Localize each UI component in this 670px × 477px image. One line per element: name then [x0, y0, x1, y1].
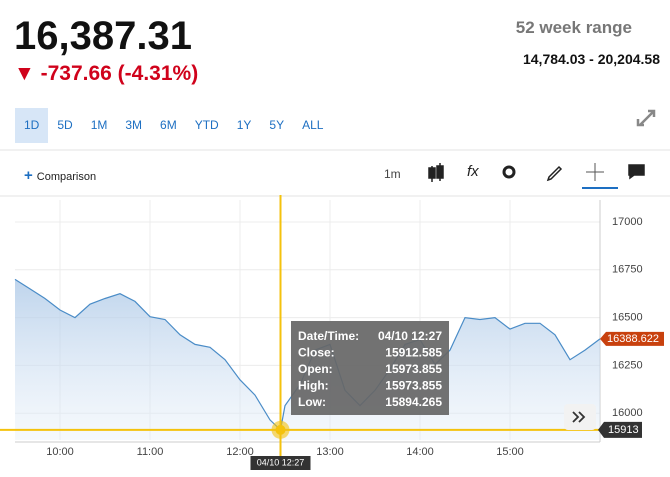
tooltip-value: 04/10 12:27: [378, 329, 442, 343]
crosshair-y-label: 15913: [608, 424, 639, 436]
crosshair-y-tag: [598, 421, 642, 438]
price: 16,387.31: [14, 14, 192, 58]
area: [15, 279, 600, 440]
tooltip-key: Low:: [298, 395, 326, 409]
tooltip-key: Open:: [298, 362, 333, 376]
range-button[interactable]: 1M: [90, 118, 108, 132]
change: ▼ -737.66 (-4.31%): [14, 62, 199, 85]
tooltip: [291, 321, 449, 415]
y-tick-label: 16250: [612, 359, 643, 371]
range-button[interactable]: 5D: [57, 118, 73, 132]
change-value: -737.66 (-4.31%): [40, 62, 199, 85]
last-value-tag: [600, 331, 664, 346]
y-tick-label: 17000: [612, 216, 643, 228]
comparison-button[interactable]: + Comparison: [24, 167, 97, 184]
tooltip-value: 15973.855: [385, 362, 442, 376]
x-tick-label: 14:00: [406, 446, 434, 458]
y-tick-label: 16500: [612, 312, 643, 324]
crosshair-dot: [275, 424, 286, 435]
range-button[interactable]: ALL: [302, 118, 324, 132]
x-tick-label: 12:00: [226, 446, 254, 458]
svg-text:fx: fx: [467, 163, 479, 180]
tooltip-value: 15894.265: [385, 395, 442, 409]
range-button[interactable]: 5Y: [269, 118, 285, 132]
comparison-label: Comparison: [36, 171, 97, 183]
tooltip-value: 15912.585: [385, 346, 442, 360]
y-tick-label: 16750: [612, 264, 643, 276]
interval-button[interactable]: 1m: [384, 167, 401, 181]
range-button[interactable]: 1D: [15, 108, 49, 143]
crosshair-x-label: 04/10 12:27: [257, 457, 305, 467]
range-value: 14,784.03 - 20,204.58: [522, 51, 660, 67]
range-button[interactable]: 1Y: [236, 118, 252, 132]
crosshair-x-tag: [250, 456, 311, 470]
scroll-button[interactable]: [564, 404, 596, 430]
range-button[interactable]: 6M: [160, 118, 177, 132]
tooltip-key: Date/Time:: [298, 329, 359, 343]
range-button[interactable]: 3M: [125, 118, 143, 132]
x-tick-label: 15:00: [496, 446, 524, 458]
x-tick-label: 13:00: [316, 446, 344, 458]
range-buttons: 1D 5D 1M 3M 6M YTD 1Y 5Y ALL: [15, 108, 332, 143]
x-tick-label: 10:00: [46, 446, 74, 458]
last-value-label: 16388.622: [607, 333, 659, 345]
tooltip-key: High:: [298, 379, 329, 393]
tooltip-key: Close:: [298, 346, 335, 360]
y-tick-label: 16000: [612, 407, 643, 419]
x-tick-label: 11:00: [137, 446, 164, 458]
toolbar-icons[interactable]: fx: [428, 109, 656, 189]
range-button[interactable]: YTD: [194, 118, 219, 132]
range-label: 52 week range: [515, 18, 632, 37]
scroll-icon: [572, 411, 586, 423]
tooltip-value: 15973.855: [385, 379, 442, 393]
